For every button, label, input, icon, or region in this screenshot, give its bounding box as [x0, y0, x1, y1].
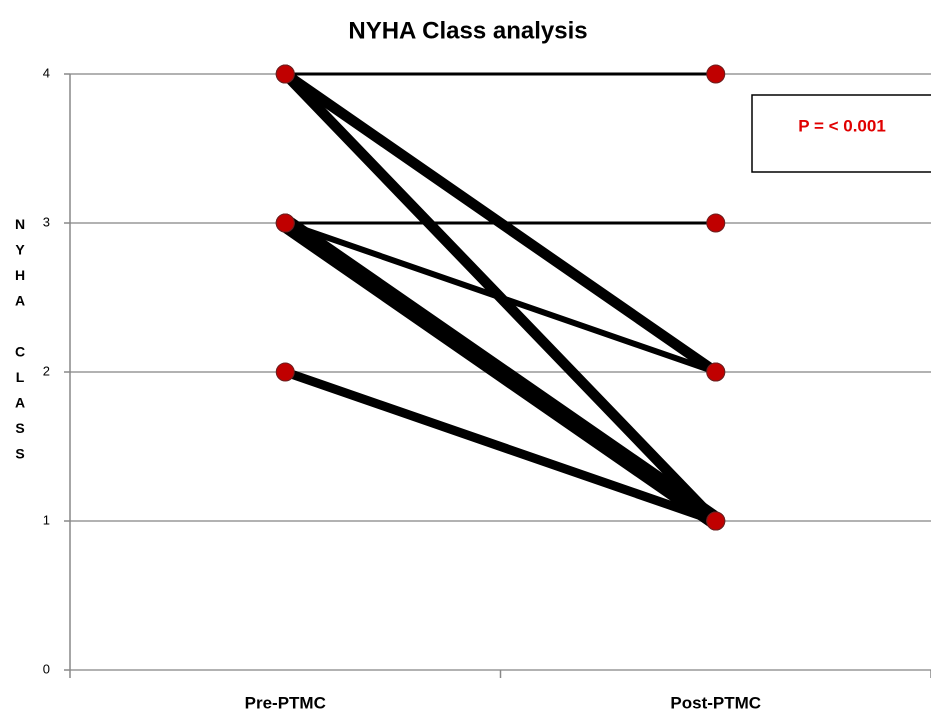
slope-line	[280, 367, 721, 526]
y-tick-label: 0	[43, 661, 50, 676]
point	[706, 213, 726, 233]
x-tick-label: Pre-PTMC	[245, 693, 326, 712]
y-tick-label: 3	[43, 214, 50, 229]
annotation: P = < 0.001	[798, 116, 886, 135]
slope-line	[282, 220, 719, 375]
slope-line	[276, 214, 725, 530]
y-tick-label: 2	[43, 363, 50, 378]
point	[706, 511, 726, 531]
point	[275, 213, 295, 233]
y-tick-label: 1	[43, 512, 50, 527]
point	[706, 362, 726, 382]
y-tick-label: 4	[43, 65, 50, 80]
chart-title: NYHA Class analysis	[348, 17, 587, 44]
annotation-box	[751, 94, 931, 173]
point	[706, 64, 726, 84]
point	[275, 362, 295, 382]
x-tick-label: Post-PTMC	[670, 693, 761, 712]
point	[275, 64, 295, 84]
